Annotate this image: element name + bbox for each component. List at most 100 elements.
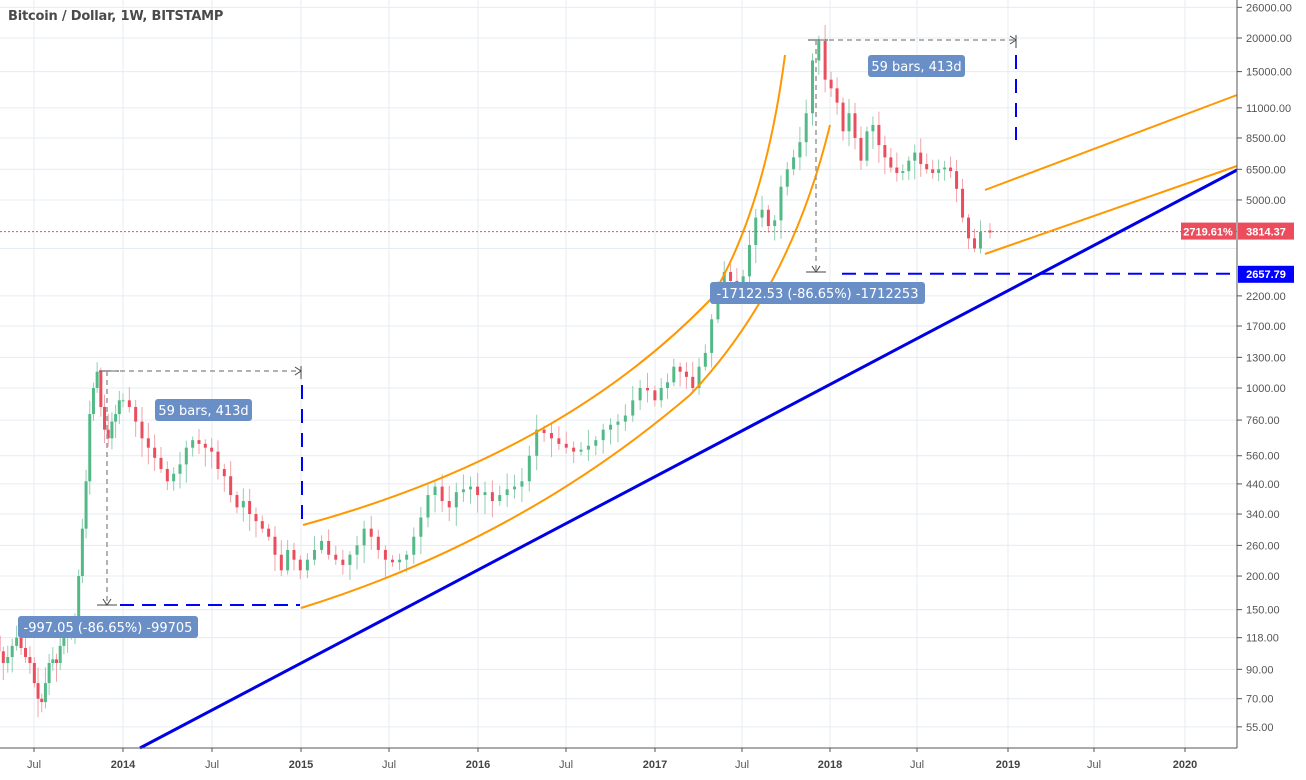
candle-up[interactable] (535, 430, 538, 456)
candle-up[interactable] (937, 169, 940, 173)
candle-down[interactable] (134, 407, 137, 422)
candle-down[interactable] (327, 541, 330, 555)
candle-down[interactable] (691, 377, 694, 388)
candle-down[interactable] (37, 683, 40, 699)
candle-up[interactable] (528, 456, 531, 482)
candle-up[interactable] (356, 545, 359, 554)
candle-up[interactable] (178, 464, 181, 473)
candle-down[interactable] (550, 433, 553, 438)
candle-down[interactable] (859, 138, 862, 161)
candle-up[interactable] (44, 683, 47, 702)
candle-up[interactable] (398, 560, 401, 563)
candle-up[interactable] (122, 400, 125, 401)
candle-up[interactable] (666, 382, 669, 388)
candle-up[interactable] (907, 161, 910, 171)
candle-up[interactable] (462, 489, 465, 492)
candle-down[interactable] (147, 438, 150, 447)
candle-down[interactable] (267, 529, 270, 537)
candle-up[interactable] (786, 169, 789, 186)
candle-up[interactable] (779, 187, 782, 221)
candle-up[interactable] (631, 400, 634, 415)
candle-up[interactable] (817, 41, 820, 61)
candle-down[interactable] (441, 487, 444, 501)
candle-up[interactable] (426, 495, 429, 517)
candle-down[interactable] (853, 113, 856, 138)
candle-up[interactable] (286, 550, 289, 570)
candle-down[interactable] (925, 164, 928, 169)
candle-up[interactable] (419, 518, 422, 537)
candle-down[interactable] (273, 537, 276, 555)
candle-up[interactable] (77, 576, 80, 618)
drawings-layer[interactable]: 59 bars, 413d-997.05 (-86.65%) -9970559 … (0, 35, 1237, 748)
candle-down[interactable] (159, 458, 162, 469)
candle-down[interactable] (20, 638, 23, 648)
candle-down[interactable] (895, 168, 898, 173)
candle-down[interactable] (476, 487, 479, 495)
drop-badge-2017[interactable]: -17122.53 (-86.65%) -1712253 (710, 282, 925, 304)
candle-up[interactable] (242, 501, 245, 507)
candle-up[interactable] (979, 232, 982, 248)
candle-down[interactable] (543, 430, 546, 433)
bars-badge-2013[interactable]: 59 bars, 413d (155, 399, 252, 421)
candle-up[interactable] (609, 425, 612, 430)
candle-down[interactable] (973, 238, 976, 248)
candle-up[interactable] (118, 400, 121, 414)
candle-up[interactable] (498, 495, 501, 501)
candle-up[interactable] (792, 157, 795, 169)
candle-down[interactable] (919, 153, 922, 164)
candle-up[interactable] (594, 440, 597, 446)
candle-down[interactable] (557, 438, 560, 444)
candle-down[interactable] (210, 448, 213, 452)
candle-down[interactable] (341, 560, 344, 565)
candle-down[interactable] (842, 103, 845, 132)
long-term-trendline[interactable] (140, 170, 1237, 748)
candle-up[interactable] (85, 481, 88, 528)
candle-down[interactable] (28, 657, 31, 663)
candle-down[interactable] (967, 218, 970, 239)
candle-down[interactable] (216, 452, 219, 469)
candle-up[interactable] (88, 414, 91, 481)
candle-down[interactable] (565, 444, 568, 448)
candle-up[interactable] (48, 663, 51, 683)
candle-down[interactable] (377, 537, 380, 550)
candle-up[interactable] (520, 481, 523, 486)
candle-up[interactable] (412, 537, 415, 555)
candle-up[interactable] (660, 388, 663, 400)
candle-up[interactable] (172, 474, 175, 482)
candle-up[interactable] (191, 440, 194, 448)
candle-up[interactable] (798, 142, 801, 157)
candle-down[interactable] (40, 699, 43, 702)
candle-up[interactable] (483, 492, 486, 495)
candle-up[interactable] (913, 153, 916, 161)
candle-up[interactable] (871, 125, 874, 131)
candle-down[interactable] (572, 448, 575, 452)
candle-up[interactable] (11, 646, 14, 657)
candle-up[interactable] (15, 638, 18, 646)
candle-down[interactable] (334, 555, 337, 560)
candle-down[interactable] (153, 448, 156, 458)
candle-down[interactable] (685, 372, 688, 377)
candle-down[interactable] (292, 550, 295, 560)
candle-up[interactable] (587, 446, 590, 450)
candle-up[interactable] (761, 210, 764, 218)
channel-upper-2019[interactable] (985, 95, 1237, 190)
candle-down[interactable] (229, 476, 232, 495)
candle-down[interactable] (883, 145, 886, 157)
candle-down[interactable] (99, 372, 102, 407)
candle-down[interactable] (2, 651, 5, 663)
candle-up[interactable] (455, 492, 458, 507)
candle-down[interactable] (261, 521, 264, 529)
candle-up[interactable] (602, 430, 605, 440)
candle-up[interactable] (59, 646, 62, 663)
candle-up[interactable] (672, 367, 675, 383)
candle-down[interactable] (679, 367, 682, 372)
channel-lower-2019[interactable] (985, 166, 1237, 254)
candle-down[interactable] (140, 422, 143, 439)
candle-down[interactable] (33, 663, 36, 683)
candle-down[interactable] (949, 168, 952, 172)
candle-down[interactable] (55, 659, 58, 663)
candle-up[interactable] (848, 113, 851, 131)
candle-up[interactable] (96, 372, 99, 388)
